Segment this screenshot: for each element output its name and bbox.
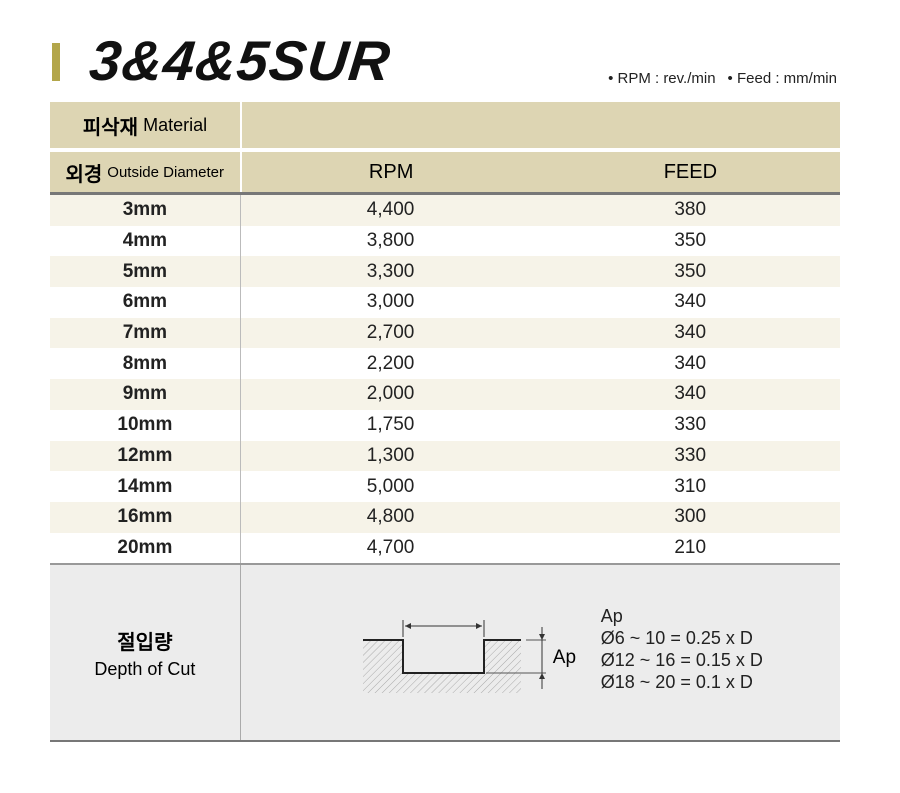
- diameter-cell: 10mm: [50, 409, 241, 441]
- table-row: 6mm 3,000 340: [50, 287, 840, 318]
- feed-header: FEED: [663, 160, 718, 183]
- rpm-cell: 3,000: [366, 291, 415, 313]
- diameter-cell: 14mm: [50, 471, 241, 502]
- rpm-header: RPM: [368, 160, 414, 183]
- diameter-cell: 5mm: [50, 256, 241, 288]
- rpm-cell: 4,800: [366, 506, 415, 528]
- diameter-cell: 8mm: [50, 348, 241, 380]
- feed-cell: 340: [674, 322, 707, 344]
- table-body: 3mm 4,400 380 4mm 3,800 350 5mm 3,300 350 6mm 3,00…: [50, 195, 840, 564]
- diameter-cell: 16mm: [50, 501, 241, 533]
- material-ko: 피삭재: [82, 116, 139, 139]
- diameter-ko: 외경: [65, 163, 103, 186]
- page-title: 3&4&5SUR: [86, 29, 394, 92]
- depth-en: Depth of Cut: [94, 658, 196, 679]
- rpm-cell: 5,000: [366, 475, 415, 497]
- rpm-cell: 1,750: [366, 414, 415, 436]
- diameter-cell: 4mm: [50, 225, 241, 257]
- diameter-cell: 20mm: [50, 532, 241, 564]
- rpm-cell: 1,300: [366, 444, 415, 466]
- ap-title: Ap: [600, 606, 623, 627]
- diameter-cell: 9mm: [50, 379, 241, 410]
- formula: Ø12 ~ 16 = 0.15 x D: [600, 650, 763, 671]
- units-legend: • RPM : rev./min • Feed : mm/min: [596, 70, 837, 87]
- table-row: 16mm 4,800 300: [50, 501, 840, 533]
- table-row: 4mm 3,800 350: [50, 225, 840, 257]
- diameter-cell: 12mm: [50, 440, 241, 472]
- feed-cell: 330: [674, 414, 707, 436]
- feed-cell: 300: [674, 506, 707, 528]
- feed-cell: 380: [674, 199, 707, 221]
- rpm-cell: 3,300: [366, 260, 415, 282]
- table-row: 3mm 4,400 380: [50, 195, 840, 226]
- rpm-cell: 2,000: [366, 383, 415, 405]
- ap-dimension-label: Ap: [552, 647, 577, 669]
- feed-cell: 330: [674, 444, 707, 466]
- feed-unit: • Feed : mm/min: [727, 70, 837, 87]
- diameter-en: Outside Diameter: [107, 163, 225, 181]
- groove-drawing: [362, 620, 546, 694]
- cutting-conditions-table: 피삭재 Material 외경 Outside Diameter RPM FEED …: [50, 102, 840, 743]
- table-row: 8mm 2,200 340: [50, 348, 840, 380]
- rpm-cell: 2,200: [366, 352, 415, 374]
- table-row: 5mm 3,300 350: [50, 256, 840, 288]
- title-accent-bar: [52, 43, 60, 81]
- table-row: 7mm 2,700 340: [50, 317, 840, 349]
- material-row: 피삭재 Material: [50, 102, 840, 148]
- rpm-unit: • RPM : rev./min: [608, 70, 716, 87]
- feed-cell: 340: [674, 352, 707, 374]
- formula: Ø18 ~ 20 = 0.1 x D: [600, 672, 753, 693]
- feed-cell: 350: [674, 260, 707, 282]
- column-header-row: 외경 Outside Diameter RPM FEED: [50, 152, 840, 195]
- table-row: 10mm 1,750 330: [50, 409, 840, 441]
- rpm-cell: 4,700: [366, 536, 415, 558]
- depth-diagram: Ap Ap Ø6 ~ 10 = 0.25 x D Ø12 ~ 16 = 0.15…: [241, 565, 840, 740]
- depth-ko: 절입량: [117, 631, 173, 654]
- table-row: 12mm 1,300 330: [50, 440, 840, 472]
- feed-cell: 210: [674, 536, 707, 558]
- diameter-cell: 6mm: [50, 287, 241, 318]
- rpm-cell: 3,800: [366, 230, 415, 252]
- feed-cell: 340: [674, 383, 707, 405]
- table-row: 14mm 5,000 310: [50, 471, 840, 502]
- formula: Ø6 ~ 10 = 0.25 x D: [600, 628, 753, 649]
- material-en: Material: [143, 114, 208, 135]
- depth-of-cut-row: 절입량 Depth of Cut Ap Ap Ø6 ~ 10 = 0.25 x D…: [50, 563, 840, 743]
- rpm-cell: 4,400: [366, 199, 415, 221]
- feed-cell: 350: [674, 230, 707, 252]
- feed-cell: 340: [674, 291, 707, 313]
- diameter-cell: 7mm: [50, 317, 241, 349]
- table-row: 9mm 2,000 340: [50, 379, 840, 410]
- feed-cell: 310: [674, 475, 707, 497]
- ap-formulas: Ap Ø6 ~ 10 = 0.25 x D Ø12 ~ 16 = 0.15 x …: [601, 605, 763, 693]
- rpm-cell: 2,700: [366, 322, 415, 344]
- table-row: 20mm 4,700 210: [50, 532, 840, 564]
- diameter-cell: 3mm: [50, 195, 241, 226]
